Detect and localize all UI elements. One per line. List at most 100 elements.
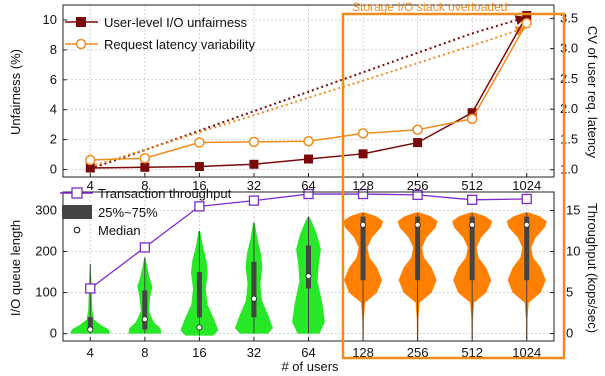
latency-point	[357, 128, 369, 139]
violin-median	[141, 316, 148, 323]
latency-point	[194, 137, 205, 148]
legend-circle-marker	[75, 38, 87, 50]
y-tick-label: 0	[50, 326, 57, 341]
violin-iqr-box	[360, 216, 366, 281]
x-tick-label: 4	[87, 178, 94, 193]
latency-point	[521, 17, 532, 29]
legend-box-iqr	[62, 205, 92, 219]
overload-annotation: Storage I/O stack overloaded	[352, 0, 507, 14]
x-tick-label: 16	[192, 178, 206, 193]
x-tick-label: 16	[192, 345, 206, 360]
x-tick-label: 128	[352, 345, 374, 360]
legend-label-median: Median	[98, 223, 141, 238]
unfairness-point	[413, 138, 423, 148]
y2-tick-label: 3.0	[560, 41, 578, 56]
latency-point	[139, 152, 151, 164]
x-tick-label: 512	[461, 178, 483, 193]
bottom-panel-ticks: 0 100 200 300 0 5 10 15 4 8 16 32 64 128 256 512 1024	[35, 202, 580, 360]
violin-iqr-box	[142, 290, 148, 330]
throughput-point	[303, 188, 314, 200]
top-y2-axis-label: CV of user req. latency	[585, 26, 600, 159]
bottom-panel-throughput-line	[85, 188, 532, 294]
unfairness-point	[249, 159, 259, 169]
y2-tick-label: 15	[566, 202, 580, 217]
legend-label-iqr: 25%~75%	[98, 205, 158, 220]
unfairness-point	[85, 163, 95, 173]
trend-line-latency	[89, 26, 528, 168]
y2-tick-label: 2.0	[560, 101, 578, 116]
unfairness-point	[522, 10, 532, 20]
y-tick-label: 4	[50, 102, 57, 117]
bottom-panel-violins	[70, 212, 547, 338]
legend-throughput-marker	[71, 187, 83, 199]
x-tick-label: 8	[141, 178, 148, 193]
top-panel-series	[85, 10, 532, 173]
x-tick-label: 128	[352, 178, 374, 193]
y2-tick-label: 1.0	[560, 162, 578, 177]
y-tick-label: 8	[50, 42, 57, 57]
unfairness-point	[358, 149, 368, 159]
legend-label-unfairness: User-level I/O unfairness	[104, 15, 248, 30]
x-axis-label: # of users	[281, 359, 339, 374]
bottom-y2-axis-label: Throughput (kops/sec)	[585, 203, 600, 333]
violin-iqr-box	[469, 216, 475, 281]
throughput-point	[357, 188, 369, 200]
legend-label-throughput: Transaction throughput	[98, 186, 232, 201]
violin-median	[523, 221, 530, 228]
throughput-point	[248, 195, 260, 206]
violin-iqr-box	[415, 216, 421, 281]
x-tick-label: 1024	[512, 178, 541, 193]
legend-square-marker	[76, 17, 86, 27]
violin-iqr-box	[196, 272, 202, 318]
y2-tick-label: 0	[566, 326, 573, 341]
throughput-point	[521, 193, 532, 205]
x-tick-label: 256	[407, 178, 429, 193]
latency-point	[412, 124, 423, 136]
x-tick-label: 4	[87, 345, 94, 360]
unfairness-point	[467, 108, 477, 118]
violin-median	[360, 221, 367, 228]
throughput-point	[467, 194, 478, 205]
unfairness-point	[304, 154, 313, 164]
violin-median	[87, 326, 94, 333]
overload-highlight-box	[341, 12, 566, 360]
violin-median	[250, 295, 257, 302]
x-tick-label: 64	[301, 345, 315, 360]
y-tick-label: 200	[35, 244, 57, 259]
violin-median	[414, 221, 421, 228]
top-y-axis-label: Unfairness (%)	[8, 49, 23, 135]
y2-tick-label: 3.5	[560, 10, 578, 25]
x-tick-label: 32	[247, 345, 261, 360]
x-tick-label: 8	[141, 345, 148, 360]
y-tick-label: 6	[50, 72, 57, 87]
throughput-point	[194, 201, 205, 212]
violin-median	[469, 221, 476, 228]
legend-median-dot	[73, 226, 81, 234]
latency-point	[466, 113, 478, 125]
violin-iqr-box	[251, 261, 257, 318]
y-tick-label: 100	[35, 285, 57, 300]
throughput-point	[85, 283, 96, 294]
y-tick-label: 10	[43, 12, 57, 27]
x-tick-label: 256	[407, 345, 429, 360]
latency-point	[85, 154, 96, 166]
unfairness-point	[194, 162, 204, 172]
x-tick-label: 512	[461, 345, 483, 360]
y2-tick-label: 10	[566, 244, 580, 259]
violin-median	[305, 273, 312, 280]
x-tick-label: 1024	[512, 345, 541, 360]
throughput-point	[139, 242, 150, 253]
throughput-point	[412, 189, 423, 201]
y2-tick-label: 2.5	[560, 71, 578, 86]
violin-iqr-box	[87, 317, 93, 331]
latency-point	[303, 136, 314, 147]
latency-point	[248, 136, 260, 148]
bottom-y-axis-label: I/O queue length	[8, 220, 23, 316]
unfairness-point	[140, 162, 150, 172]
x-tick-label: 32	[247, 178, 261, 193]
y-tick-label: 0	[50, 162, 57, 177]
x-tick-label: 64	[301, 178, 315, 193]
y-tick-label: 2	[50, 132, 57, 147]
